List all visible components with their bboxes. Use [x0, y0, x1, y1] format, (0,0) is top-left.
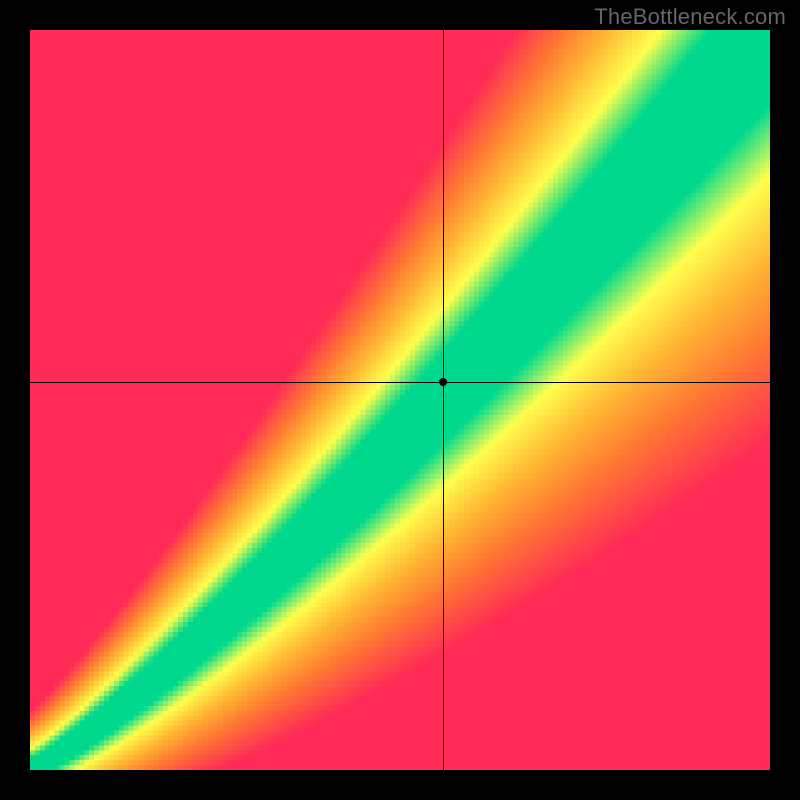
bottleneck-heatmap [30, 30, 770, 770]
watermark-text: TheBottleneck.com [594, 4, 786, 30]
heatmap-canvas [30, 30, 770, 770]
